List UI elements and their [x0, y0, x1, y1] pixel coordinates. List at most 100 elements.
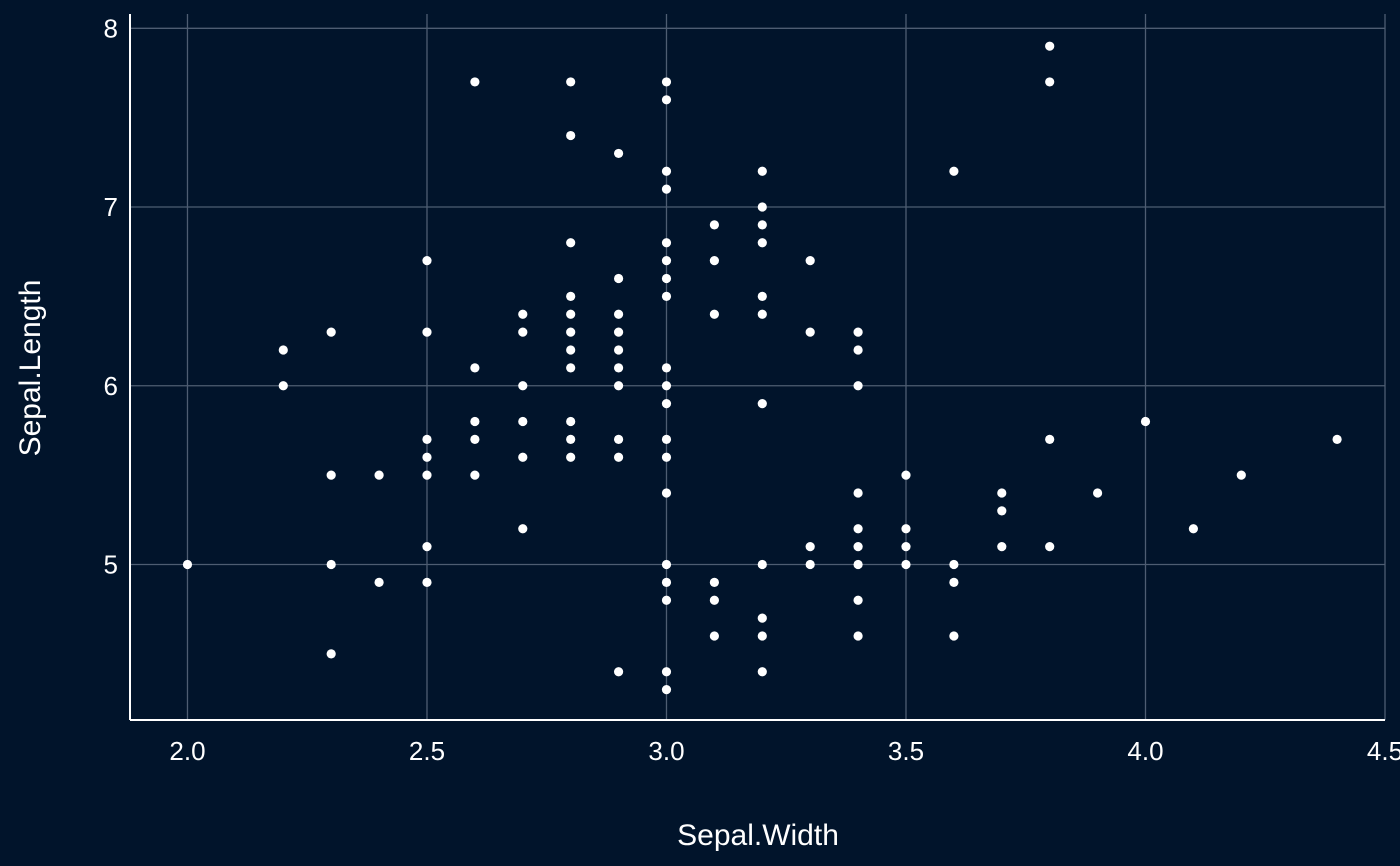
data-point [661, 291, 672, 301]
data-point [566, 291, 576, 301]
data-point [566, 363, 576, 373]
data-point [613, 309, 624, 319]
y-tick-label: 7 [104, 192, 118, 222]
data-point [518, 381, 528, 391]
data-point [278, 345, 288, 355]
data-point [661, 399, 672, 409]
data-point [805, 542, 815, 552]
data-point [518, 452, 528, 462]
data-point [709, 256, 719, 266]
data-point [661, 434, 672, 444]
data-point [949, 559, 959, 570]
data-point [901, 542, 911, 552]
data-point [661, 95, 672, 105]
data-point [757, 309, 767, 319]
data-point [853, 631, 863, 641]
data-point [470, 470, 480, 480]
data-point [853, 524, 863, 534]
data-point [1045, 77, 1055, 87]
data-point [422, 327, 432, 337]
y-tick-label: 6 [104, 371, 118, 401]
data-point [757, 220, 767, 230]
data-point [566, 309, 576, 319]
data-point [805, 559, 815, 570]
data-point [805, 256, 815, 266]
data-point [182, 559, 193, 570]
data-point [709, 595, 719, 605]
data-point [901, 524, 911, 534]
data-point [613, 327, 624, 337]
data-point [661, 559, 672, 570]
data-point [757, 667, 767, 677]
data-point [1236, 470, 1246, 480]
data-point [422, 256, 432, 266]
data-point [613, 148, 624, 159]
data-point [661, 488, 672, 498]
data-point [613, 434, 624, 444]
data-point [566, 77, 576, 87]
data-point [949, 577, 959, 587]
data-point [613, 363, 624, 373]
data-point [661, 667, 672, 677]
data-point [757, 166, 767, 176]
y-axis-title: Sepal.Length [14, 280, 47, 457]
data-point [613, 345, 624, 355]
data-point [518, 524, 528, 534]
data-point [661, 381, 672, 391]
data-point [709, 220, 719, 230]
data-point [422, 470, 432, 480]
data-point [901, 559, 911, 570]
x-tick-label: 3.5 [888, 736, 924, 766]
data-point [709, 631, 719, 641]
x-tick-label: 4.5 [1367, 736, 1400, 766]
data-point [661, 595, 672, 605]
data-point [853, 559, 863, 570]
data-point [757, 631, 767, 641]
data-point [422, 542, 432, 552]
data-point [757, 202, 767, 212]
data-point [566, 327, 576, 337]
data-point [566, 434, 576, 444]
data-point [853, 381, 863, 391]
data-point [1332, 434, 1342, 444]
data-point [757, 238, 767, 248]
x-axis-title: Sepal.Width [677, 819, 839, 852]
data-point [853, 542, 863, 552]
points-layer [182, 41, 1342, 695]
axis-layer [129, 14, 1385, 721]
data-point [518, 327, 528, 337]
data-point [757, 613, 767, 623]
data-point [374, 470, 384, 480]
data-point [997, 542, 1007, 552]
data-point [566, 416, 576, 427]
data-point [518, 309, 528, 319]
data-point [661, 273, 672, 284]
x-tick-label: 3.0 [648, 736, 684, 766]
data-point [566, 238, 576, 248]
data-point [949, 166, 959, 176]
data-point [757, 399, 767, 409]
data-point [422, 434, 432, 444]
data-point [566, 452, 576, 462]
data-point [613, 381, 624, 391]
data-point [1045, 542, 1055, 552]
data-point [853, 488, 863, 498]
data-point [757, 291, 767, 301]
x-tick-label: 4.0 [1127, 736, 1163, 766]
data-point [422, 577, 432, 587]
data-point [1188, 524, 1198, 534]
data-point [326, 327, 336, 337]
data-point [709, 309, 719, 319]
data-point [1140, 416, 1151, 427]
data-point [661, 452, 672, 462]
data-point [1045, 41, 1055, 51]
data-point [661, 685, 672, 695]
data-point [613, 667, 624, 677]
data-point [757, 559, 767, 570]
data-point [661, 166, 672, 176]
data-point [326, 470, 336, 480]
data-point [661, 363, 672, 373]
grid-layer [130, 14, 1386, 720]
